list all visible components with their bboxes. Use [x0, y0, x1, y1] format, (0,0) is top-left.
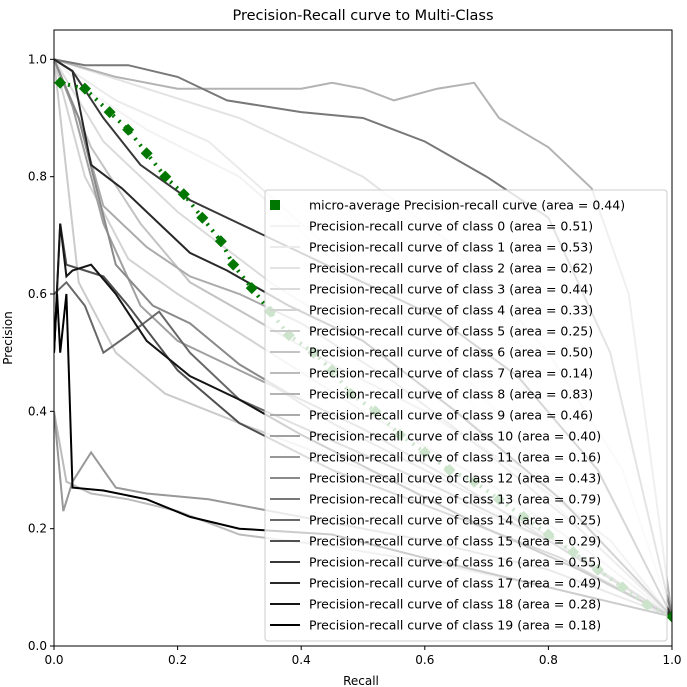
legend-box — [264, 189, 668, 642]
x-tick-label: 0.4 — [292, 653, 311, 667]
legend-entry: Precision-recall curve of class 2 (area … — [309, 261, 593, 276]
legend-entry: Precision-recall curve of class 11 (area… — [309, 450, 601, 465]
chart-title: Precision-Recall curve to Multi-Class — [232, 8, 493, 24]
legend-entry: Precision-recall curve of class 15 (area… — [309, 534, 601, 549]
x-tick-label: 0.0 — [44, 653, 63, 667]
x-tick-label: 0.2 — [168, 653, 187, 667]
legend-entry: Precision-recall curve of class 12 (area… — [309, 471, 601, 486]
legend-entry: Precision-recall curve of class 3 (area … — [309, 282, 593, 297]
legend-entry: Precision-recall curve of class 19 (area… — [309, 618, 601, 633]
legend-entry: Precision-recall curve of class 8 (area … — [309, 387, 593, 402]
legend-entry: Precision-recall curve of class 14 (area… — [309, 513, 601, 528]
legend-entry: Precision-recall curve of class 6 (area … — [309, 345, 593, 360]
axes-frame — [53, 29, 673, 647]
legend-entry: Precision-recall curve of class 9 (area … — [309, 408, 593, 423]
micro-average-point — [177, 188, 190, 201]
legend-entry: micro-average Precision-recall curve (ar… — [309, 198, 625, 213]
legend-entry: Precision-recall curve of class 17 (area… — [309, 576, 601, 591]
micro-average-point — [227, 258, 240, 271]
legend-entry: Precision-recall curve of class 7 (area … — [309, 366, 593, 381]
y-tick-label: 0.4 — [28, 404, 47, 418]
micro-average-point — [159, 170, 172, 183]
legend-entry: Precision-recall curve of class 4 (area … — [309, 303, 593, 318]
x-tick-label: 0.8 — [539, 653, 558, 667]
micro-average-point — [122, 123, 135, 136]
x-tick-label: 0.6 — [415, 653, 434, 667]
y-tick-label: 0.6 — [28, 287, 47, 301]
y-tick-label: 1.0 — [28, 52, 47, 66]
legend-marker-micro-average — [270, 200, 280, 210]
legend-entry: Precision-recall curve of class 1 (area … — [309, 240, 593, 255]
micro-average-point — [103, 106, 116, 119]
legend: micro-average Precision-recall curve (ar… — [264, 189, 668, 642]
x-tick-label: 1.0 — [662, 653, 681, 667]
micro-average-point — [140, 147, 153, 160]
legend-entry: Precision-recall curve of class 10 (area… — [309, 429, 601, 444]
micro-average-point — [54, 76, 67, 89]
micro-average-point — [245, 282, 258, 295]
axes: 0.0 0.2 0.4 0.6 0.8 1.0 0.0 0.2 0.4 0.6 0.8 1.0 — [28, 29, 682, 667]
legend-entry: Precision-recall curve of class 5 (area … — [309, 324, 593, 339]
legend-entry: Precision-recall curve of class 18 (area… — [309, 597, 601, 612]
legend-entry: Precision-recall curve of class 0 (area … — [309, 219, 593, 234]
x-axis-label: Recall — [343, 674, 379, 687]
legend-entry: Precision-recall curve of class 13 (area… — [309, 492, 601, 507]
micro-average-point — [78, 82, 91, 95]
micro-average-point — [214, 235, 227, 248]
micro-average-point — [666, 610, 672, 623]
y-axis-label: Precision — [1, 311, 15, 365]
y-tick-label: 0.0 — [28, 639, 47, 653]
legend-entry: Precision-recall curve of class 16 (area… — [309, 555, 601, 570]
y-tick-label: 0.2 — [28, 522, 47, 536]
series-line-class-8 — [54, 58, 672, 617]
y-tick-label: 0.8 — [28, 170, 47, 184]
micro-average-point — [196, 211, 209, 224]
